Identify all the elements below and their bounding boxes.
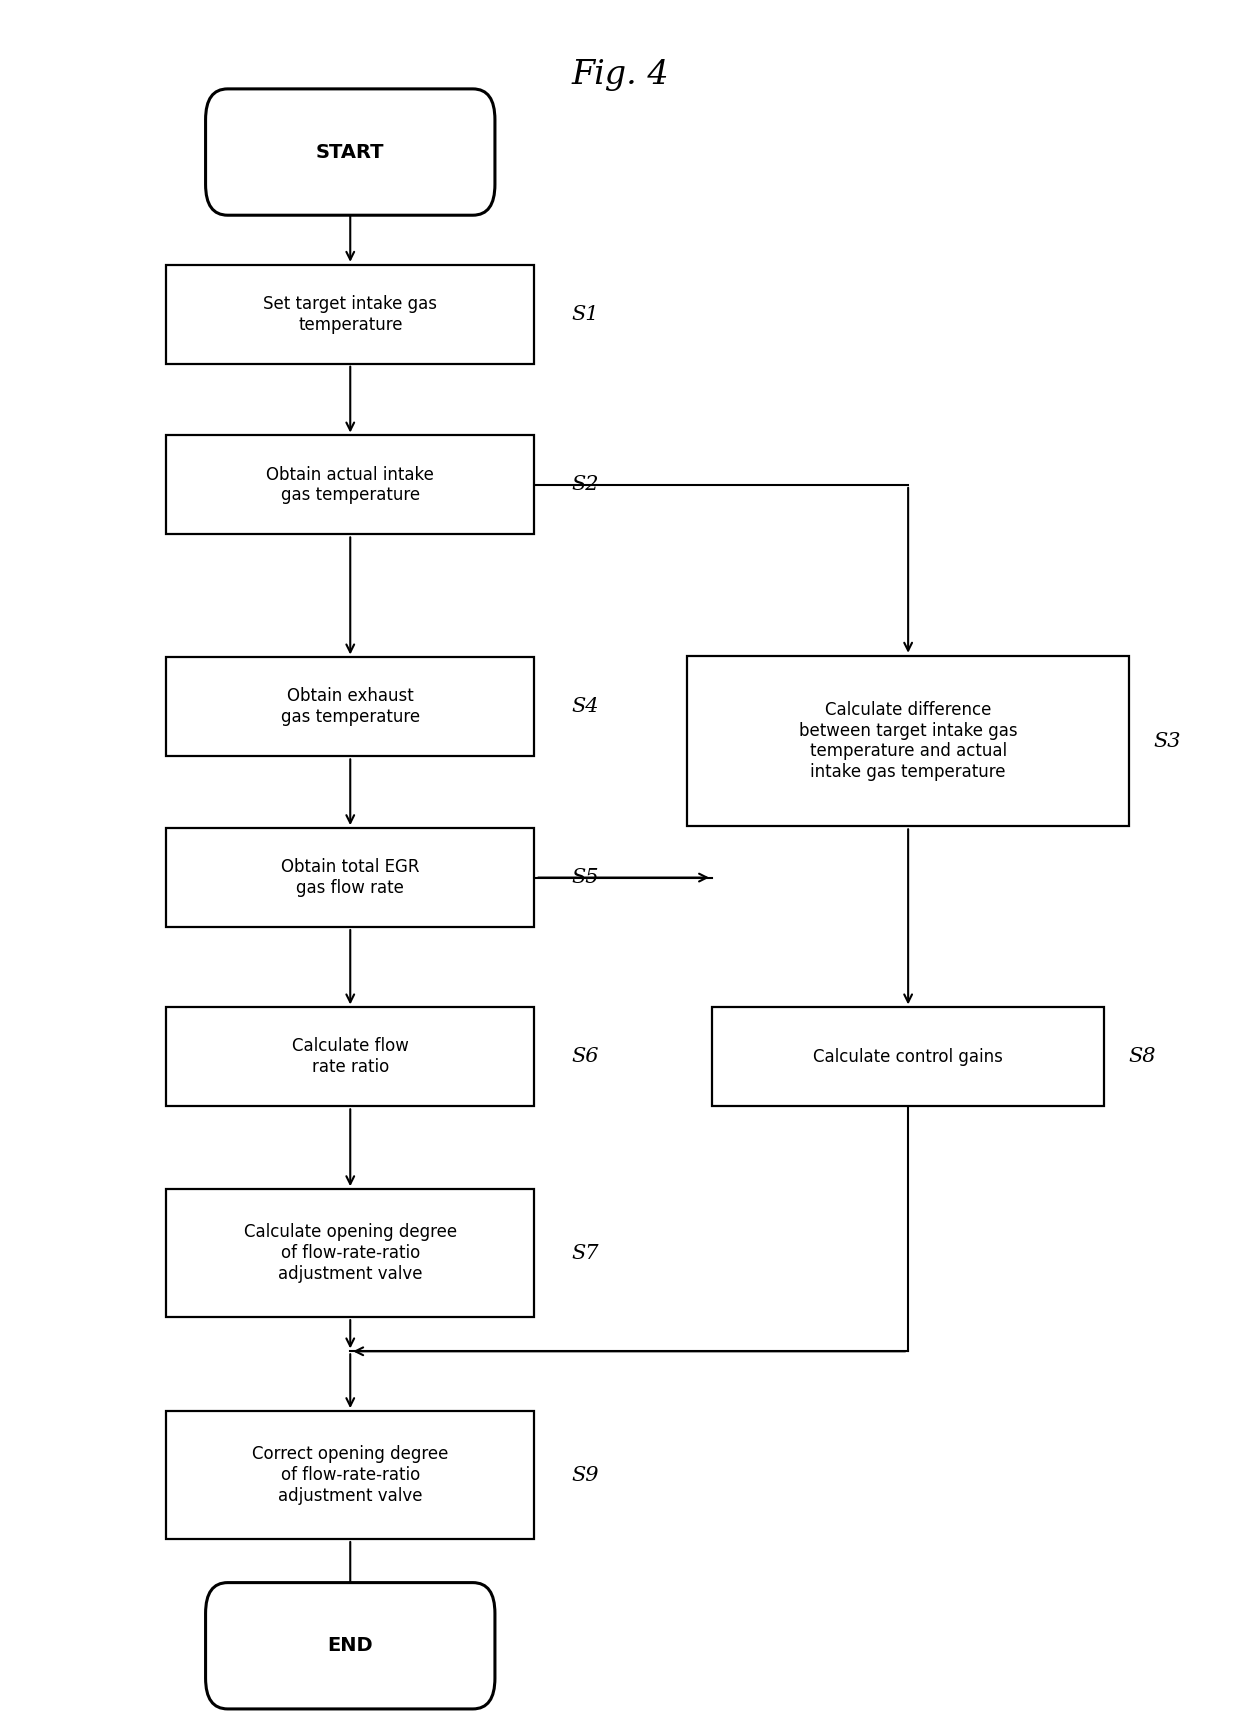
Text: Obtain total EGR
gas flow rate: Obtain total EGR gas flow rate (281, 859, 419, 897)
Text: S5: S5 (570, 867, 599, 886)
Text: END: END (327, 1637, 373, 1656)
FancyBboxPatch shape (166, 1411, 534, 1539)
FancyBboxPatch shape (166, 1007, 534, 1107)
Text: START: START (316, 143, 384, 162)
FancyBboxPatch shape (166, 1189, 534, 1317)
FancyBboxPatch shape (712, 1007, 1105, 1107)
FancyBboxPatch shape (687, 656, 1128, 826)
Text: S1: S1 (570, 305, 599, 324)
FancyBboxPatch shape (206, 1583, 495, 1709)
Text: S6: S6 (570, 1048, 599, 1067)
Text: S3: S3 (1153, 731, 1180, 750)
Text: S2: S2 (570, 475, 599, 494)
FancyBboxPatch shape (166, 265, 534, 363)
FancyBboxPatch shape (206, 89, 495, 215)
Text: S7: S7 (570, 1244, 599, 1263)
Text: Fig. 4: Fig. 4 (572, 59, 668, 91)
FancyBboxPatch shape (166, 657, 534, 756)
Text: Calculate difference
between target intake gas
temperature and actual
intake gas: Calculate difference between target inta… (799, 700, 1018, 781)
Text: Calculate flow
rate ratio: Calculate flow rate ratio (291, 1038, 409, 1076)
Text: S8: S8 (1128, 1048, 1157, 1067)
FancyBboxPatch shape (166, 828, 534, 928)
Text: Correct opening degree
of flow-rate-ratio
adjustment valve: Correct opening degree of flow-rate-rati… (252, 1446, 449, 1504)
Text: Calculate opening degree
of flow-rate-ratio
adjustment valve: Calculate opening degree of flow-rate-ra… (244, 1224, 456, 1282)
Text: S4: S4 (570, 697, 599, 716)
Text: Obtain exhaust
gas temperature: Obtain exhaust gas temperature (280, 687, 420, 726)
Text: Calculate control gains: Calculate control gains (813, 1048, 1003, 1065)
Text: Obtain actual intake
gas temperature: Obtain actual intake gas temperature (267, 466, 434, 504)
Text: Set target intake gas
temperature: Set target intake gas temperature (263, 294, 438, 334)
FancyBboxPatch shape (166, 435, 534, 535)
Text: S9: S9 (570, 1466, 599, 1485)
